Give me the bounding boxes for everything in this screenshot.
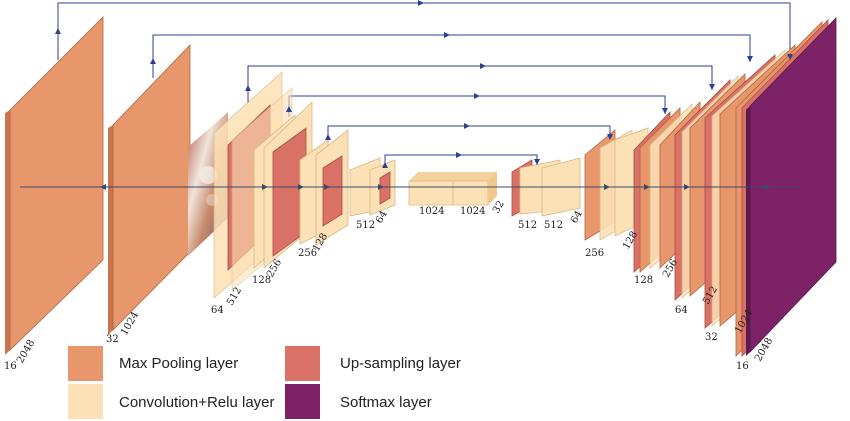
arrow-head-icon <box>378 184 384 190</box>
label-mid-a: 1024 <box>419 206 444 217</box>
arrow-head-icon <box>684 184 690 190</box>
legend-swatch-max-pooling <box>68 346 103 381</box>
legend-swatch-up-sampling <box>285 346 320 381</box>
convolution-relu-layer <box>453 172 497 181</box>
label-enc1-channels: 32 <box>106 334 119 345</box>
arrow-head-icon <box>764 184 770 190</box>
arrow-head-icon <box>55 28 61 34</box>
arrow-head-icon <box>382 162 388 168</box>
softmax-layer <box>746 106 750 356</box>
encoder-block-128 <box>253 101 313 269</box>
skip-connection-3 <box>247 65 713 103</box>
skip-arrow-heads <box>55 0 793 168</box>
up-sampling-layer <box>322 155 343 227</box>
legend-label-convolution-relu: Convolution+Relu layer <box>119 394 275 411</box>
label-dec3-a: 128 <box>634 275 653 286</box>
arrow-head-icon <box>286 106 292 112</box>
convolution-relu-layer <box>488 172 497 205</box>
decoder-block-16 <box>735 17 837 357</box>
bottleneck <box>408 172 497 206</box>
legend-label-up-sampling: Up-sampling layer <box>340 355 461 372</box>
arrow-head-icon <box>324 184 330 190</box>
skip-connection-6 <box>384 154 538 170</box>
label-enc5-a: 512 <box>356 220 375 231</box>
legend-label-softmax: Softmax layer <box>340 394 432 411</box>
label-dec4-a: 256 <box>585 248 604 259</box>
arrow-head-icon <box>534 159 540 165</box>
skip-connection-4 <box>288 95 666 117</box>
encoder-block-32 <box>108 44 191 335</box>
skip-connection-2 <box>152 34 751 78</box>
input-image-detail <box>199 166 217 184</box>
arrow-head-icon <box>100 184 106 190</box>
arrow-head-icon <box>662 108 668 114</box>
convolution-relu-layer <box>408 180 454 206</box>
up-sampling-layer <box>379 171 391 205</box>
arrow-head-icon <box>604 184 610 190</box>
arrow-head-icon <box>787 54 793 60</box>
encoder <box>5 16 396 355</box>
label-dec5-a: 512 <box>518 220 537 231</box>
label-enc2-size: 512 <box>225 285 244 307</box>
label-enc0-channels: 16 <box>4 361 17 372</box>
label-dec5-c: 64 <box>569 209 585 226</box>
legend-label-max-pooling: Max Pooling layer <box>119 355 238 372</box>
max-pooling-layer-2048 <box>9 16 104 351</box>
arrow-head-icon <box>464 123 470 129</box>
skip-connection-5 <box>327 125 611 143</box>
arrow-head-icon <box>474 93 480 99</box>
label-dec2-a: 64 <box>675 305 688 316</box>
label-dec0-a: 16 <box>736 361 749 372</box>
arrow-head-icon <box>644 184 650 190</box>
label-dec5-b: 512 <box>544 220 563 231</box>
convolution-relu-layer <box>452 180 489 206</box>
skip-connection-1 <box>57 2 791 60</box>
label-enc2-channels: 64 <box>211 305 224 316</box>
arrow-head-icon <box>456 152 462 158</box>
decoder <box>511 17 837 357</box>
softmax-layer <box>749 17 837 353</box>
arrow-head-icon <box>325 134 331 140</box>
arrow-head-icon <box>709 84 715 90</box>
arrow-head-icon <box>298 184 304 190</box>
legend: Max Pooling layer Convolution+Relu layer… <box>68 346 461 419</box>
arrow-head-icon <box>262 184 268 190</box>
arrow-head-icon <box>150 58 156 64</box>
label-mid-b: 1024 <box>460 206 485 217</box>
legend-swatch-convolution-relu <box>68 384 103 419</box>
label-enc4-a: 256 <box>298 248 317 259</box>
max-pooling-layer-2048 <box>5 110 10 355</box>
label-dec1-a: 32 <box>705 332 718 343</box>
arrow-head-icon <box>747 56 753 62</box>
label-mid-c: 32 <box>491 199 507 216</box>
label-enc3-a: 128 <box>252 275 271 286</box>
arrow-head-icon <box>418 0 424 6</box>
arrow-head-icon <box>480 63 486 69</box>
arrow-head-icon <box>245 85 251 91</box>
encoder-block-16 <box>5 16 104 355</box>
arrow-head-icon <box>444 32 450 38</box>
max-pooling-layer-1024 <box>108 125 113 335</box>
main-flow-axis <box>20 184 800 190</box>
legend-swatch-softmax <box>285 384 320 419</box>
convolution-relu-layer <box>409 172 462 181</box>
arrow-head-icon <box>607 134 613 140</box>
